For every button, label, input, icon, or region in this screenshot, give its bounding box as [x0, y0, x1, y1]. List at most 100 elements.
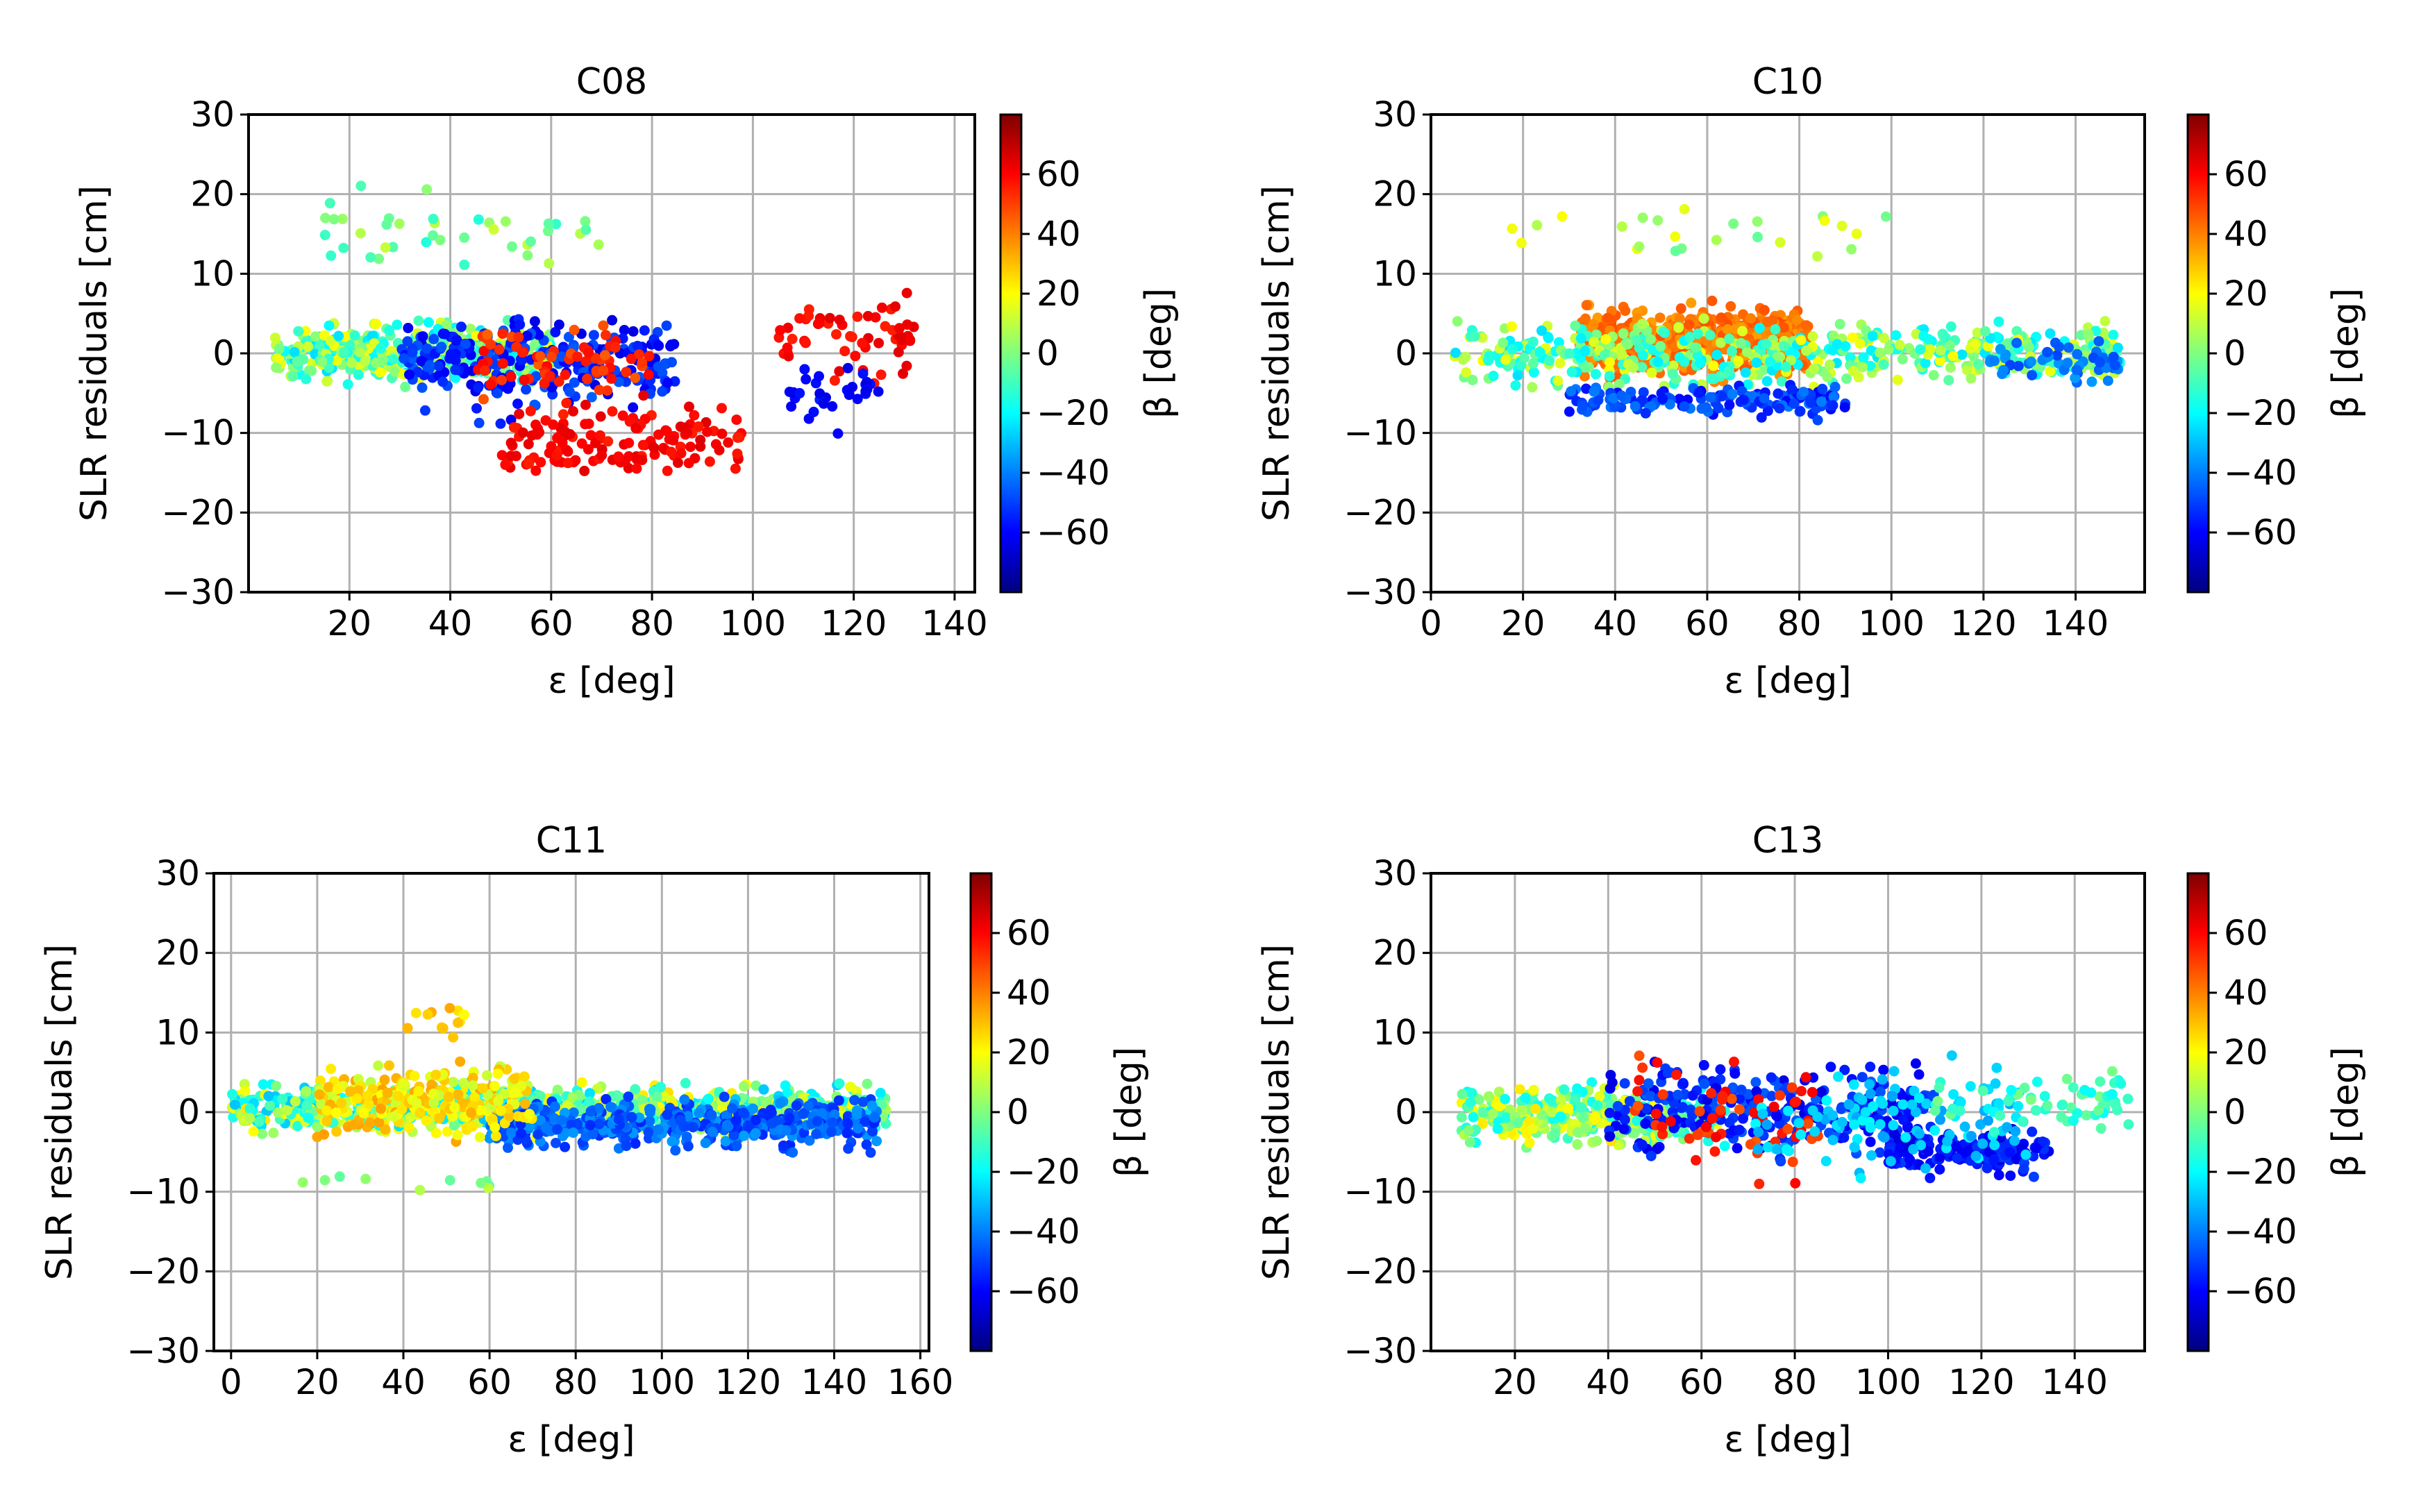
- data-point: [1944, 340, 1955, 351]
- data-point: [551, 1138, 561, 1148]
- data-point: [301, 373, 312, 385]
- data-point: [2052, 350, 2063, 361]
- data-point: [1675, 303, 1686, 314]
- data-point: [1645, 334, 1656, 345]
- data-point: [634, 349, 644, 360]
- x-tick-label: 0: [1420, 603, 1442, 644]
- data-point: [362, 1091, 373, 1102]
- x-tick-label: 120: [1950, 603, 2016, 644]
- data-point: [1570, 1095, 1581, 1106]
- y-tick-label: −30: [1343, 572, 1417, 612]
- data-point: [1618, 328, 1629, 339]
- data-point: [786, 401, 797, 412]
- data-point: [489, 1080, 500, 1091]
- data-point: [1507, 223, 1518, 234]
- data-point: [579, 465, 590, 476]
- data-point: [1638, 387, 1649, 398]
- data-point: [732, 432, 743, 443]
- data-point: [1550, 1128, 1561, 1139]
- data-point: [1527, 1123, 1539, 1134]
- data-point: [876, 302, 887, 313]
- data-point: [344, 1086, 355, 1097]
- data-point: [1761, 339, 1772, 350]
- data-point: [1684, 332, 1695, 342]
- data-point: [473, 382, 484, 393]
- data-point: [1579, 362, 1590, 373]
- data-point: [780, 1080, 791, 1091]
- data-point: [1637, 319, 1648, 330]
- data-point: [800, 337, 811, 348]
- x-tick-label: 60: [529, 603, 573, 644]
- colorbar-tick-label: 20: [2224, 274, 2268, 314]
- data-point: [460, 338, 471, 349]
- data-point: [544, 258, 555, 269]
- data-point: [893, 346, 904, 358]
- data-point: [1580, 313, 1591, 324]
- x-tick-label: 120: [821, 603, 887, 644]
- data-point: [465, 324, 476, 335]
- data-point: [862, 1078, 873, 1089]
- data-point: [701, 417, 712, 428]
- colorbar-label: β [deg]: [1108, 1047, 1150, 1177]
- data-point: [1577, 1112, 1589, 1123]
- data-point: [1705, 392, 1716, 403]
- data-point: [1527, 382, 1538, 393]
- data-point: [403, 1122, 414, 1133]
- data-point: [1778, 341, 1789, 352]
- data-point: [257, 1128, 268, 1139]
- data-point: [2083, 328, 2094, 339]
- data-point: [1836, 1103, 1847, 1114]
- data-point: [731, 1140, 742, 1151]
- data-point: [499, 1089, 510, 1100]
- data-point: [580, 356, 592, 367]
- data-point: [1514, 1084, 1525, 1095]
- data-point: [567, 1092, 578, 1103]
- data-point: [1685, 1104, 1696, 1115]
- data-point: [487, 1114, 498, 1125]
- data-point: [1883, 344, 1894, 355]
- data-point: [1773, 388, 1784, 399]
- y-tick-label: −10: [161, 413, 235, 453]
- data-point: [1668, 360, 1679, 371]
- data-point: [1703, 1136, 1714, 1147]
- data-point: [774, 1098, 785, 1109]
- data-point: [469, 1092, 480, 1103]
- data-point: [1452, 316, 1463, 327]
- data-point: [873, 386, 884, 397]
- data-point: [1457, 1089, 1468, 1100]
- data-point: [588, 330, 599, 341]
- data-point: [1920, 358, 1931, 369]
- data-point: [628, 402, 639, 413]
- x-tick-label: 0: [220, 1362, 242, 1402]
- data-point: [494, 344, 505, 355]
- data-point: [2086, 376, 2097, 387]
- y-tick-label: 10: [1373, 253, 1417, 294]
- data-point: [459, 259, 470, 270]
- data-point: [1652, 1143, 1663, 1154]
- data-point: [594, 430, 605, 441]
- data-point: [2013, 360, 2024, 371]
- data-point: [814, 388, 826, 399]
- data-point: [1750, 1077, 1761, 1088]
- data-point: [1510, 380, 1521, 391]
- data-point: [507, 241, 517, 252]
- data-point: [281, 1105, 292, 1116]
- data-point: [540, 415, 551, 426]
- data-point: [1809, 363, 1820, 374]
- x-tick-label: 140: [921, 603, 987, 644]
- data-point: [560, 426, 571, 437]
- data-point: [303, 1112, 314, 1123]
- data-point: [254, 1116, 265, 1127]
- data-point: [670, 1145, 681, 1156]
- data-point: [1556, 1095, 1566, 1106]
- data-point: [477, 1083, 488, 1094]
- data-point: [738, 1107, 749, 1118]
- data-point: [1590, 1111, 1601, 1123]
- data-point: [1676, 1102, 1687, 1114]
- data-point: [601, 1093, 612, 1104]
- data-point: [553, 319, 564, 330]
- data-point: [617, 410, 628, 421]
- data-point: [535, 457, 546, 468]
- data-point: [1846, 244, 1857, 255]
